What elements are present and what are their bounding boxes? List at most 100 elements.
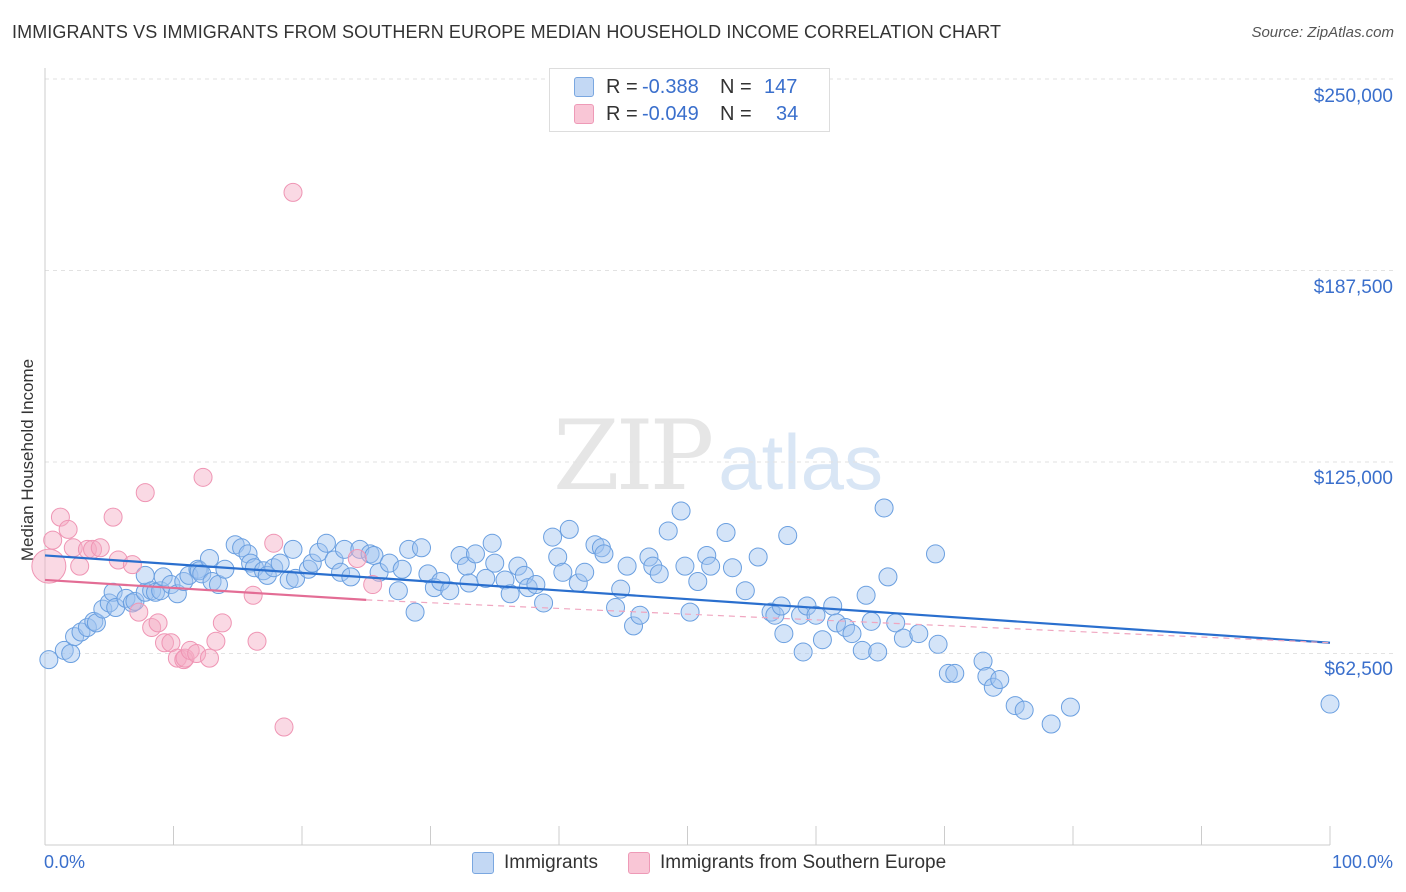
immigrants-point	[379, 553, 399, 573]
immigrants-point	[215, 559, 235, 579]
watermark-zip: ZIP	[553, 400, 714, 512]
legend-n-value: 34	[776, 102, 799, 125]
southern-europe-point	[148, 613, 168, 633]
immigrants-point	[534, 593, 554, 613]
immigrants-point	[440, 581, 460, 601]
immigrants-point	[852, 640, 872, 660]
immigrants-point	[945, 663, 965, 683]
immigrants-point	[748, 547, 768, 567]
immigrants-point	[643, 556, 663, 576]
immigrants-point	[324, 550, 344, 570]
immigrants-point	[192, 564, 212, 584]
immigrants-point	[508, 556, 528, 576]
legend-swatch-southern-europe	[627, 852, 650, 874]
legend-r-label: R =	[606, 102, 638, 125]
correlation-legend: R = -0.388 N = 147 R = -0.049 N = 34	[549, 68, 830, 132]
immigrants-point	[909, 624, 929, 644]
immigrants-point	[514, 565, 534, 585]
immigrants-point	[823, 596, 843, 616]
immigrants-point	[658, 521, 678, 541]
immigrants-point	[283, 539, 303, 559]
southern-europe-point	[155, 633, 175, 653]
legend-n-value: 147	[764, 75, 798, 98]
southern-europe-point	[43, 530, 63, 550]
immigrants-point	[697, 545, 717, 565]
immigrants-point	[630, 605, 650, 625]
immigrants-point	[1005, 696, 1025, 716]
immigrants-point	[153, 567, 173, 587]
immigrants-point	[350, 539, 370, 559]
southern-europe-point	[243, 585, 263, 605]
immigrants-point	[302, 553, 322, 573]
southern-europe-point	[199, 648, 219, 668]
southern-europe-point	[135, 483, 155, 503]
southern-europe-point	[187, 644, 207, 663]
southern-europe-point	[174, 650, 194, 670]
immigrants-point	[649, 564, 669, 584]
immigrants-point	[316, 533, 336, 553]
immigrants-point	[842, 624, 862, 644]
immigrants-point	[575, 562, 595, 582]
immigrants-point	[526, 575, 546, 595]
immigrants-point	[135, 582, 155, 602]
immigrants-point	[639, 547, 659, 567]
y-tick-label: $125,000	[1313, 468, 1393, 489]
southern-europe-point	[193, 467, 213, 487]
legend-r-value: -0.388	[642, 75, 699, 98]
immigrants-point	[938, 663, 958, 683]
immigrants-point	[874, 498, 894, 518]
immigrants-point	[680, 602, 700, 622]
immigrants-point	[553, 562, 573, 582]
immigrants-point	[286, 568, 306, 588]
immigrants-point	[624, 616, 644, 636]
southern-europe-point	[247, 631, 267, 651]
immigrants-point	[405, 602, 425, 622]
series-legend: Immigrants Immigrants from Southern Euro…	[472, 852, 976, 874]
legend-swatch-southern-europe	[574, 104, 594, 124]
x-tick-label-max: 100.0%	[1331, 852, 1393, 872]
legend-swatch-immigrants	[574, 77, 594, 97]
legend-row-immigrants: R = -0.388 N = 147	[574, 73, 797, 101]
southern-europe-point	[90, 538, 110, 558]
immigrants-point	[765, 605, 785, 625]
immigrants-point	[671, 501, 691, 521]
chart-title: IMMIGRANTS VS IMMIGRANTS FROM SOUTHERN E…	[12, 22, 1002, 42]
southern-europe-point	[212, 613, 232, 633]
southern-europe-point	[283, 182, 303, 202]
immigrants-point	[1041, 714, 1061, 734]
immigrants-point	[701, 556, 721, 576]
y-tick-label: $250,000	[1313, 86, 1393, 107]
southern-europe-point	[70, 556, 90, 576]
southern-europe-trend-extension	[366, 599, 1331, 644]
southern-europe-point	[50, 507, 70, 527]
immigrants-point	[1014, 700, 1034, 720]
immigrants-point	[199, 549, 219, 569]
immigrants-point	[392, 559, 412, 579]
immigrants-point	[388, 581, 408, 601]
source-label: Source: ZipAtlas.com	[1251, 24, 1394, 41]
southern-europe-point	[103, 507, 123, 527]
immigrants-point	[856, 585, 876, 605]
immigrants-point	[973, 651, 993, 671]
immigrants-point	[606, 598, 626, 618]
immigrants-point	[465, 544, 485, 564]
immigrants-point	[793, 642, 813, 662]
immigrants-point	[559, 519, 579, 539]
immigrants-point	[174, 571, 194, 591]
immigrants-trend-line	[44, 554, 1331, 644]
legend-row-southern-europe: R = -0.049 N = 34	[574, 100, 798, 128]
immigrants-point	[778, 526, 798, 546]
immigrants-point	[61, 644, 81, 663]
immigrants-point	[983, 677, 1003, 697]
y-tick-label: $187,500	[1313, 277, 1393, 298]
legend-r-label: R =	[606, 75, 638, 98]
immigrants-point	[722, 558, 742, 578]
immigrants-point	[827, 613, 847, 633]
legend-label-southern-europe: Immigrants from Southern Europe	[659, 852, 947, 873]
immigrants-point	[990, 670, 1010, 690]
southern-europe-point	[264, 533, 284, 553]
immigrants-point	[688, 571, 708, 591]
immigrants-point	[482, 533, 502, 553]
southern-europe-trend-line	[44, 578, 367, 601]
